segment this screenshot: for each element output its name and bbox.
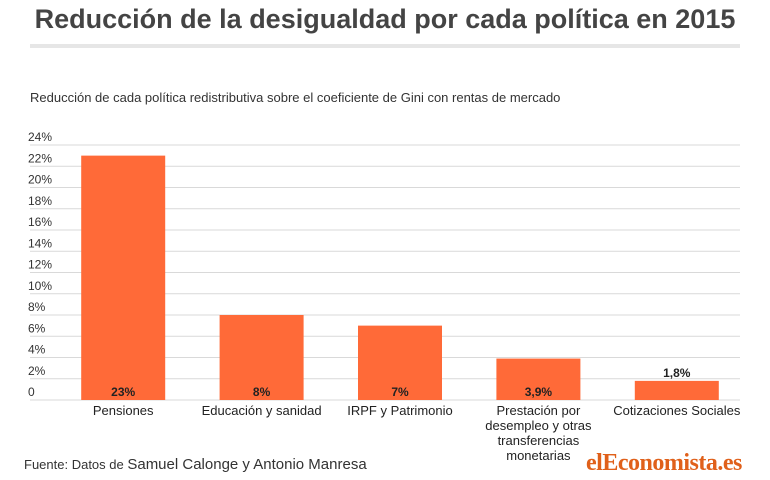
data-label: 3,9% <box>525 385 553 399</box>
chart-subtitle: Reducción de cada política redistributiv… <box>30 90 561 105</box>
y-tick-label: 0 <box>28 385 35 399</box>
source-prefix: Fuente: Datos de <box>24 457 128 472</box>
data-label: 8% <box>253 385 271 399</box>
logo-el: el <box>586 450 603 476</box>
logo-name: Economista <box>602 450 718 476</box>
logo-tld: .es <box>717 450 742 476</box>
y-tick-label: 24% <box>28 130 52 144</box>
bar-chart: 0 2% 4% 6% 8% 10% 12% 14% 16% 18% 20% 22% 24% 23% Pens… <box>28 130 741 463</box>
category-label: transferencias <box>498 433 580 448</box>
data-label: 7% <box>391 385 409 399</box>
eleconomista-logo: elEconomista.es <box>586 450 742 477</box>
y-tick-label: 18% <box>28 194 52 208</box>
bar <box>496 358 581 400</box>
chart-title: Reducción de la desigualdad por cada pol… <box>34 4 736 34</box>
y-tick-label: 4% <box>28 343 46 357</box>
bar <box>81 155 166 400</box>
category-label: Pensiones <box>93 403 154 418</box>
y-tick-label: 6% <box>28 321 46 335</box>
y-tick-label: 8% <box>28 300 46 314</box>
data-label: 1,8% <box>663 366 691 380</box>
y-tick-label: 16% <box>28 215 52 229</box>
y-tick-label: 2% <box>28 364 46 378</box>
y-tick-label: 14% <box>28 236 52 250</box>
title-divider <box>30 44 740 48</box>
category-label: Prestación por <box>496 403 580 418</box>
y-tick-label: 20% <box>28 173 52 187</box>
bar <box>634 380 719 400</box>
data-label: 23% <box>111 385 135 399</box>
y-tick-label: 10% <box>28 279 52 293</box>
category-label: IRPF y Patrimonio <box>347 403 452 418</box>
y-tick-label: 12% <box>28 258 52 272</box>
source-note: Fuente: Datos de Samuel Calonge y Antoni… <box>24 456 367 473</box>
category-label: Educación y sanidad <box>202 403 322 418</box>
source-authors: Samuel Calonge y Antonio Manresa <box>127 456 367 473</box>
y-tick-label: 22% <box>28 151 52 165</box>
category-label: desempleo y otras <box>485 418 592 433</box>
category-label: Cotizaciones Sociales <box>613 403 741 418</box>
category-label: monetarias <box>506 448 571 463</box>
bar <box>219 315 304 400</box>
bar <box>358 325 442 400</box>
